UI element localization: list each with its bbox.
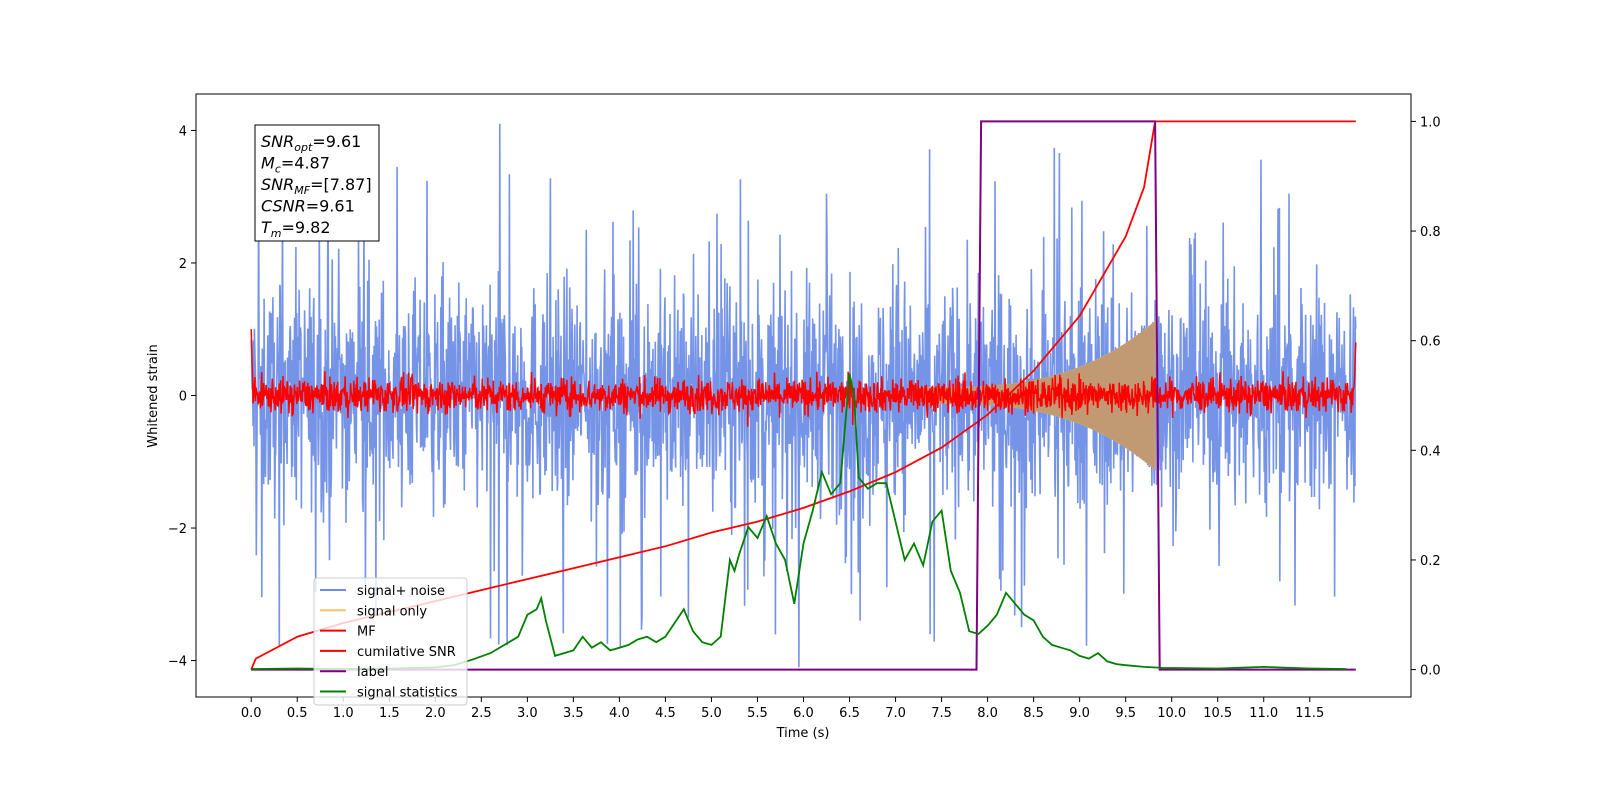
annotation-subscript: opt: [294, 141, 313, 154]
annotation-value: =9.61: [312, 132, 361, 151]
x-tick-label: 10.5: [1203, 706, 1232, 721]
y-tick-label: 2: [179, 257, 187, 272]
annotation-symbol: CSNR: [261, 197, 306, 216]
x-tick-label: 6.5: [839, 706, 860, 721]
annotation-line: Mc=4.87: [261, 154, 330, 176]
x-tick-label: 2.5: [471, 706, 492, 721]
x-tick-label: 8.0: [977, 706, 998, 721]
y-axis-label: Whitened strain: [146, 344, 161, 447]
annotation-symbol: T: [261, 218, 272, 237]
annotation-value: =9.82: [282, 218, 331, 237]
annotation-subscript: m: [271, 227, 282, 240]
annotation-line: SNRMF=[7.87]: [261, 175, 372, 197]
x-tick-label: 3.5: [563, 706, 584, 721]
x-tick-label: 9.5: [1115, 706, 1136, 721]
x-tick-label: 7.0: [885, 706, 906, 721]
x-tick-label: 2.0: [425, 706, 446, 721]
legend-entry-label: label: [357, 665, 388, 680]
y2-tick-label: 1.0: [1420, 115, 1441, 130]
x-tick-label: 1.5: [379, 706, 400, 721]
y2-tick-label: 0.2: [1420, 554, 1441, 569]
x-tick-label: 5.5: [747, 706, 768, 721]
annotation-line: SNRopt=9.61: [261, 132, 361, 154]
annotation-symbol: SNR: [261, 132, 294, 151]
x-axis-label: Time (s): [776, 726, 830, 741]
x-tick-label: 1.0: [333, 706, 354, 721]
annotation-frame: [254, 124, 380, 242]
x-tick-label: 11.5: [1295, 706, 1324, 721]
x-tick-label: 0.0: [241, 706, 262, 721]
annotation-subscript: c: [275, 163, 281, 176]
annotation-subscript: MF: [294, 184, 310, 197]
x-tick-label: 8.5: [1023, 706, 1044, 721]
y2-tick-label: 0.4: [1420, 444, 1441, 459]
legend-frame: [313, 577, 468, 706]
annotation-value: =9.61: [306, 197, 355, 216]
x-tick-label: 4.5: [655, 706, 676, 721]
y-axis-right: 0.0 0.2 0.4 0.6 0.8 1.0: [1411, 115, 1441, 679]
y-tick-label: 4: [179, 124, 187, 139]
x-tick-label: 5.0: [701, 706, 722, 721]
annotation-value: =4.87: [281, 154, 330, 173]
x-tick-label: 6.0: [793, 706, 814, 721]
y-tick-label: −4: [168, 655, 187, 670]
x-tick-label: 7.5: [931, 706, 952, 721]
y-tick-label: −2: [168, 522, 187, 537]
x-axis: 0.0 0.5 1.0 1.5 2.0 2.5 3.0 3.5 4.0 4.5 5.0 5.5 6.0 6…: [241, 697, 1324, 721]
y-axis-left: −4 −2 0 2 4: [168, 124, 196, 670]
annotation-value: =[7.87]: [310, 175, 372, 194]
y-tick-label: 0: [179, 390, 187, 405]
annotation-line: CSNR=9.61: [261, 197, 355, 216]
y2-tick-label: 0.8: [1420, 225, 1441, 240]
annotation-symbol: M: [261, 154, 275, 173]
x-tick-label: 9.0: [1069, 706, 1090, 721]
stats-annotation-box: SNRopt=9.61Mc=4.87SNRMF=[7.87]CSNR=9.61T…: [254, 124, 380, 242]
x-tick-label: 3.0: [517, 706, 538, 721]
y2-tick-label: 0.6: [1420, 335, 1441, 350]
x-tick-label: 10.0: [1157, 706, 1186, 721]
series-signal-noise-line: [250, 123, 1357, 668]
x-tick-label: 0.5: [287, 706, 308, 721]
y2-tick-label: 0.0: [1420, 664, 1441, 679]
legend: signal+ noise signal only MF cumilative SNR…: [313, 577, 468, 706]
legend-entry-label: signal+ noise: [357, 584, 445, 599]
x-tick-label: 4.0: [609, 706, 630, 721]
annotation-line: Tm=9.82: [261, 218, 331, 240]
x-tick-label: 11.0: [1249, 706, 1278, 721]
series-label-line: [251, 120, 1356, 671]
legend-entry-label: cumilative SNR: [357, 645, 456, 660]
annotation-symbol: SNR: [261, 175, 294, 194]
legend-entry-label: signal only: [357, 604, 427, 619]
legend-entry-label: signal statistics: [357, 686, 458, 701]
series-mf-line: [250, 329, 1357, 427]
legend-entry-label: MF: [357, 625, 376, 640]
series-signal-statistics-line: [251, 373, 1347, 670]
